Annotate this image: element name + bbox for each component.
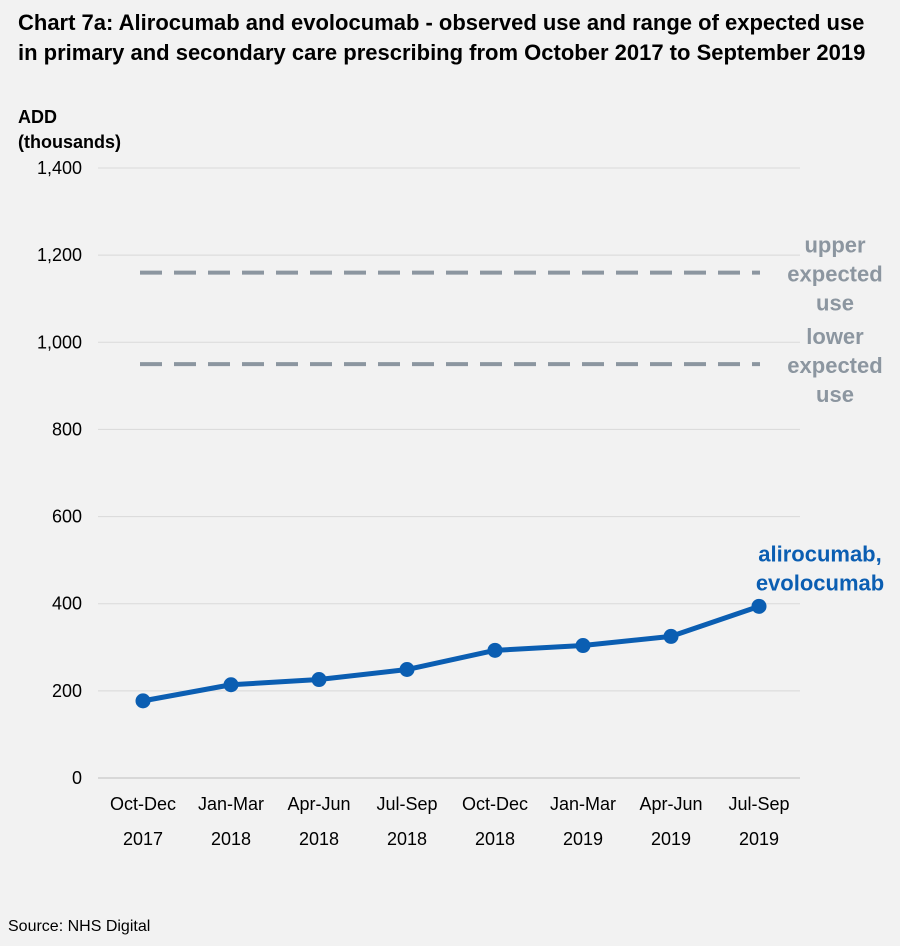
gridlines bbox=[98, 167, 800, 779]
y-axis-label-text: ADD (thousands) bbox=[18, 107, 121, 152]
data-point bbox=[751, 598, 767, 614]
y-tick-label: 1,200 bbox=[37, 245, 82, 265]
data-point bbox=[223, 677, 239, 693]
source-note: Source: NHS Digital bbox=[8, 918, 151, 935]
y-tick-label: 0 bbox=[72, 768, 82, 788]
data-point bbox=[663, 628, 679, 644]
x-tick-label: Apr-Jun 2019 bbox=[639, 794, 702, 849]
x-tick-label: Jan-Mar 2019 bbox=[550, 794, 616, 849]
data-point bbox=[575, 638, 591, 654]
x-tick-label: Apr-Jun 2018 bbox=[287, 794, 350, 849]
reference-line-label: upper expected use bbox=[787, 233, 882, 316]
series-line bbox=[142, 603, 760, 704]
chart-title: Chart 7a: Alirocumab and evolocumab - ob… bbox=[18, 10, 866, 65]
data-point bbox=[399, 662, 415, 678]
x-tick-label: Jul-Sep 2018 bbox=[376, 794, 437, 849]
x-axis: Oct-Dec 2017 Jan-Mar 2018 Apr-Jun 2018 Jul-Sep… bbox=[110, 794, 790, 849]
x-tick-label: Jan-Mar 2018 bbox=[198, 794, 264, 849]
y-tick-label: 200 bbox=[52, 681, 82, 701]
data-point bbox=[311, 672, 327, 688]
y-tick-label: 1,000 bbox=[37, 332, 82, 352]
data-point bbox=[487, 642, 503, 658]
data-point bbox=[135, 693, 151, 709]
series: alirocumab, evolocumab bbox=[135, 541, 884, 709]
y-axis-label: ADD (thousands) bbox=[18, 107, 121, 152]
y-tick-label: 1,400 bbox=[37, 158, 82, 178]
y-tick-label: 800 bbox=[52, 419, 82, 439]
y-tick-label: 400 bbox=[52, 594, 82, 614]
y-tick-label: 600 bbox=[52, 507, 82, 527]
x-tick-label: Jul-Sep 2019 bbox=[728, 794, 789, 849]
series-label: alirocumab, evolocumab bbox=[756, 541, 884, 595]
y-axis: 0 200 400 600 800 1,000 1,200 1,400 bbox=[37, 158, 82, 788]
x-tick-label: Oct-Dec 2018 bbox=[462, 794, 528, 849]
reference-line-label: lower expected use bbox=[787, 324, 882, 407]
x-tick-label: Oct-Dec 2017 bbox=[110, 794, 176, 849]
